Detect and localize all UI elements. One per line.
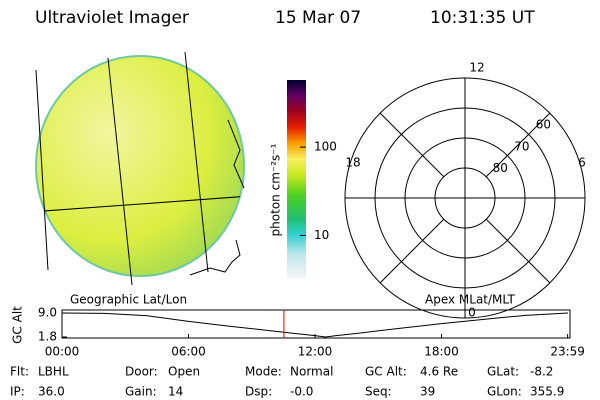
field-label: Flt: (10, 365, 29, 379)
time: 10:31:35 UT (430, 8, 535, 28)
x-tick-label: 00:00 (45, 345, 80, 359)
colorbar-tick-label: 10 (314, 228, 329, 242)
meridian (485, 112, 551, 178)
altitude-curve (61, 312, 569, 338)
date: 15 Mar 07 (275, 8, 361, 28)
meridian (379, 218, 445, 284)
field-label: GC Alt: (365, 365, 407, 379)
lat-label: 60 (536, 118, 551, 132)
mlt-label: 0 (468, 306, 476, 320)
field-value: 355.9 (530, 385, 564, 399)
field-label: GLat: (487, 365, 519, 379)
lat-ring (374, 107, 556, 289)
field-label: GLon: (487, 385, 522, 399)
field-value: Open (168, 365, 200, 379)
mlt-label: 18 (345, 156, 360, 170)
plot-frame (61, 309, 571, 339)
mlt-label: 6 (578, 156, 586, 170)
earth-image (35, 51, 245, 286)
field-label: Seq: (365, 385, 392, 399)
field-label: Door: (125, 365, 158, 379)
lat-label: 80 (493, 161, 508, 175)
polar-grid (344, 77, 586, 319)
meridian (379, 112, 445, 178)
mlt-label: 12 (469, 61, 484, 75)
right-label: Apex MLat/MLT (425, 293, 515, 307)
y-axis-label: GC Alt (11, 306, 25, 344)
y-tick-label: 1.8 (38, 330, 57, 344)
field-label: IP: (10, 385, 25, 399)
lat-label: 70 (514, 139, 529, 153)
field-label: Mode: (245, 365, 282, 379)
colorbar-tick-label: 100 (314, 140, 337, 154)
x-tick-label: 18:00 (424, 345, 459, 359)
x-tick-label: 23:59 (550, 345, 585, 359)
left-label: Geographic Lat/Lon (70, 293, 187, 307)
field-value: 4.6 Re (420, 365, 458, 379)
field-value: 39 (420, 385, 435, 399)
field-value: -8.2 (530, 365, 553, 379)
lat-ring (434, 167, 496, 229)
x-tick-label: 06:00 (171, 345, 206, 359)
y-tick-label: 9.0 (38, 306, 57, 320)
field-label: Gain: (125, 385, 157, 399)
title: Ultraviolet Imager (35, 8, 189, 28)
field-label: Dsp: (245, 385, 272, 399)
field-value: LBHL (38, 365, 69, 379)
meridian (485, 218, 551, 284)
x-tick-label: 12:00 (298, 345, 333, 359)
colorbar-label: photon cm⁻²s⁻¹ (269, 143, 283, 236)
lat-ring (404, 137, 526, 259)
field-value: 36.0 (38, 385, 65, 399)
field-value: -0.0 (290, 385, 313, 399)
field-value: Normal (290, 365, 333, 379)
colorbar (287, 80, 306, 278)
field-value: 14 (168, 385, 183, 399)
